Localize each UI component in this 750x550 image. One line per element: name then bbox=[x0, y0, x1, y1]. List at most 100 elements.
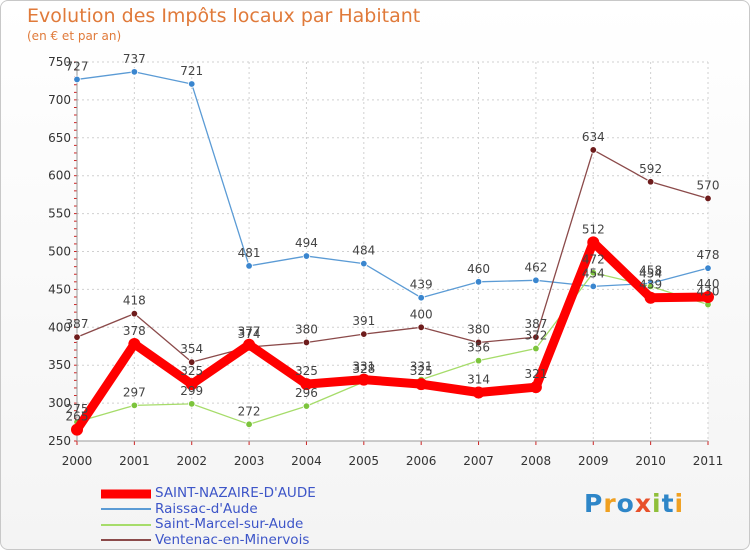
legend-item-ventenac: Ventenac-en-Minervois bbox=[101, 532, 401, 549]
data-label-ventenac-en-minervois: 387 bbox=[524, 317, 547, 331]
x-tick-label: 2000 bbox=[62, 454, 93, 468]
data-label-raissac-d-aude: 462 bbox=[524, 260, 547, 274]
data-point-raissac-d-aude bbox=[130, 68, 139, 76]
y-tick-label: 750 bbox=[48, 55, 71, 69]
legend-label: Raissac-d'Aude bbox=[155, 500, 258, 517]
x-tick-label: 2007 bbox=[463, 454, 494, 468]
data-point-saint-marcel-sur-aude bbox=[245, 420, 253, 429]
data-point-saint-nazaire-d-aude bbox=[243, 338, 256, 351]
data-label-saint-nazaire-d-aude: 377 bbox=[238, 325, 261, 339]
data-point-ventenac-en-minervois bbox=[646, 178, 655, 186]
data-label-saint-nazaire-d-aude: 378 bbox=[123, 324, 146, 338]
data-label-saint-nazaire-d-aude: 440 bbox=[697, 277, 720, 291]
data-point-raissac-d-aude bbox=[417, 294, 425, 302]
data-label-saint-marcel-sur-aude: 299 bbox=[180, 384, 203, 398]
y-tick-label: 600 bbox=[48, 169, 71, 183]
data-label-ventenac-en-minervois: 354 bbox=[180, 342, 203, 356]
data-point-ventenac-en-minervois bbox=[130, 309, 139, 318]
data-point-saint-nazaire-d-aude bbox=[472, 386, 485, 399]
legend-swatch bbox=[101, 539, 151, 542]
data-point-saint-nazaire-d-aude bbox=[415, 378, 428, 391]
data-label-saint-nazaire-d-aude: 321 bbox=[524, 367, 547, 381]
data-label-raissac-d-aude: 727 bbox=[66, 59, 89, 73]
data-label-saint-marcel-sur-aude: 356 bbox=[467, 341, 490, 355]
series-line-raissac-d-aude bbox=[76, 71, 709, 299]
data-label-saint-marcel-sur-aude: 272 bbox=[238, 404, 261, 418]
legend-label: Saint-Marcel-sur-Aude bbox=[155, 516, 304, 532]
legend-label: SAINT-NAZAIRE-D'AUDE bbox=[155, 485, 316, 501]
x-tick-label: 2003 bbox=[234, 454, 265, 468]
x-tick-label: 2004 bbox=[291, 454, 322, 468]
data-label-ventenac-en-minervois: 418 bbox=[123, 294, 146, 308]
data-label-saint-nazaire-d-aude: 439 bbox=[639, 278, 662, 292]
data-point-raissac-d-aude bbox=[704, 264, 712, 272]
y-tick-label: 450 bbox=[48, 282, 71, 296]
data-point-raissac-d-aude bbox=[245, 262, 253, 270]
data-point-raissac-d-aude bbox=[474, 278, 483, 286]
data-point-ventenac-en-minervois bbox=[188, 358, 196, 366]
data-label-ventenac-en-minervois: 380 bbox=[295, 322, 318, 336]
data-point-saint-marcel-sur-aude bbox=[130, 401, 139, 410]
data-point-saint-marcel-sur-aude bbox=[646, 282, 655, 291]
data-point-saint-nazaire-d-aude bbox=[300, 378, 313, 391]
series-line-ventenac-en-minervois bbox=[76, 149, 709, 363]
y-tick-label: 550 bbox=[48, 207, 71, 221]
data-label-raissac-d-aude: 478 bbox=[697, 248, 720, 262]
x-tick-label: 2008 bbox=[521, 454, 552, 468]
data-label-raissac-d-aude: 721 bbox=[180, 64, 203, 78]
data-label-raissac-d-aude: 454 bbox=[582, 266, 605, 280]
x-tick-label: 2006 bbox=[406, 454, 437, 468]
data-label-saint-marcel-sur-aude: 297 bbox=[123, 385, 146, 399]
chart-subtitle: (en € et par an) bbox=[27, 29, 122, 43]
data-label-saint-marcel-sur-aude: 430 bbox=[697, 285, 720, 299]
x-tick-label: 2011 bbox=[693, 454, 724, 468]
data-point-saint-nazaire-d-aude bbox=[128, 337, 141, 350]
data-point-saint-nazaire-d-aude bbox=[587, 236, 600, 249]
legend-swatch bbox=[101, 489, 151, 499]
x-tick-label: 2010 bbox=[635, 454, 666, 468]
data-label-raissac-d-aude: 458 bbox=[639, 263, 662, 277]
data-label-raissac-d-aude: 460 bbox=[467, 262, 490, 276]
legend-item-raissac: Raissac-d'Aude bbox=[101, 500, 401, 518]
data-point-saint-nazaire-d-aude bbox=[529, 381, 542, 394]
data-label-saint-nazaire-d-aude: 512 bbox=[582, 222, 605, 236]
data-point-saint-marcel-sur-aude bbox=[474, 356, 483, 365]
data-label-ventenac-en-minervois: 380 bbox=[467, 322, 490, 336]
data-point-ventenac-en-minervois bbox=[532, 333, 540, 341]
data-point-raissac-d-aude bbox=[73, 75, 81, 84]
data-label-saint-nazaire-d-aude: 265 bbox=[66, 410, 89, 424]
data-label-raissac-d-aude: 484 bbox=[352, 244, 375, 258]
data-point-ventenac-en-minervois bbox=[73, 333, 81, 341]
data-label-saint-marcel-sur-aude: 328 bbox=[352, 362, 375, 376]
data-label-saint-marcel-sur-aude: 454 bbox=[639, 266, 662, 280]
y-tick-label: 500 bbox=[48, 245, 71, 259]
data-point-raissac-d-aude bbox=[302, 252, 311, 260]
y-tick-label: 300 bbox=[48, 396, 71, 410]
data-point-saint-nazaire-d-aude bbox=[185, 378, 198, 391]
y-tick-label: 250 bbox=[48, 434, 71, 448]
data-point-raissac-d-aude bbox=[589, 282, 597, 291]
x-tick-label: 2005 bbox=[349, 454, 380, 468]
data-point-saint-nazaire-d-aude bbox=[702, 290, 714, 303]
data-label-saint-nazaire-d-aude: 331 bbox=[352, 360, 375, 374]
data-label-saint-marcel-sur-aude: 331 bbox=[410, 360, 433, 374]
legend-item-saint-nazaire: SAINT-NAZAIRE-D'AUDE bbox=[101, 485, 401, 502]
y-tick-label: 350 bbox=[48, 358, 71, 372]
x-tick-label: 2002 bbox=[176, 454, 207, 468]
y-tick-label: 650 bbox=[48, 131, 71, 145]
x-tick-label: 2001 bbox=[119, 454, 150, 468]
data-point-saint-marcel-sur-aude bbox=[302, 402, 311, 410]
y-tick-label: 700 bbox=[48, 93, 71, 107]
data-label-ventenac-en-minervois: 387 bbox=[66, 317, 89, 331]
data-label-saint-nazaire-d-aude: 314 bbox=[467, 372, 490, 386]
data-label-saint-nazaire-d-aude: 325 bbox=[295, 364, 318, 378]
data-point-saint-nazaire-d-aude bbox=[71, 423, 83, 436]
data-label-saint-nazaire-d-aude: 325 bbox=[180, 364, 203, 378]
data-label-raissac-d-aude: 737 bbox=[123, 52, 146, 66]
data-point-raissac-d-aude bbox=[188, 80, 196, 88]
data-point-ventenac-en-minervois bbox=[302, 338, 311, 347]
data-point-ventenac-en-minervois bbox=[704, 194, 712, 203]
legend-swatch bbox=[101, 508, 151, 511]
data-point-ventenac-en-minervois bbox=[417, 323, 425, 331]
